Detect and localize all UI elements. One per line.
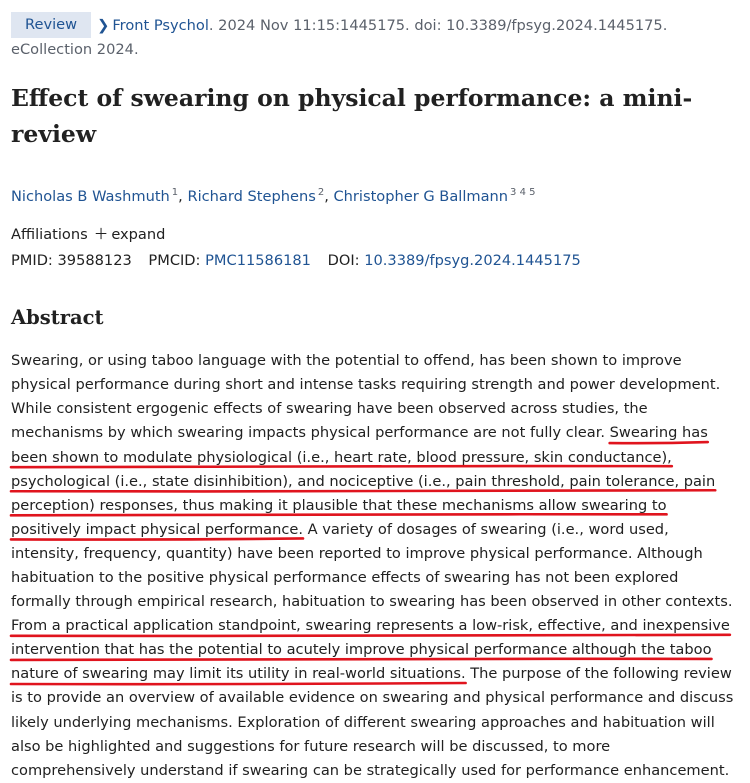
pmcid-link[interactable]: PMC11586181 — [205, 252, 311, 269]
author-link[interactable]: Nicholas B Washmuth 1 — [11, 187, 179, 205]
highlighted-passage: From a practical application standpoint,… — [11, 617, 730, 683]
abstract-heading: Abstract — [11, 306, 104, 329]
citation-text: . 2024 Nov 11:15:1445175. doi: 10.3389/f… — [208, 17, 668, 34]
highlighted-passage: Swearing has been shown to modulate phys… — [11, 424, 716, 538]
review-badge: Review — [11, 12, 92, 38]
affiliation-ref[interactable]: 3 4 5 — [510, 187, 536, 198]
citation-line: Review ❯ Front Psychol. 2024 Nov 11:15:144… — [11, 0, 739, 62]
affiliations-toggle[interactable]: Affiliations ＋ expand — [11, 224, 739, 246]
affiliation-ref[interactable]: 2 — [317, 187, 325, 198]
doi-link[interactable]: 10.3389/fpsyg.2024.1445175 — [364, 252, 581, 269]
plus-icon: ＋ — [93, 226, 109, 243]
affiliation-ref[interactable]: 1 — [171, 187, 179, 198]
author-link[interactable]: Christopher G Ballmann 3 4 5 — [333, 187, 536, 205]
identifiers: PMID: 39588123 PMCID: PMC11586181 DOI: 1… — [11, 252, 581, 269]
chevron-right-icon: ❯ — [97, 17, 110, 34]
affiliations-label: Affiliations — [11, 226, 88, 243]
expand-label: expand — [111, 226, 166, 243]
journal-link[interactable]: Front Psychol — [112, 17, 209, 34]
pmid-value: 39588123 — [57, 252, 132, 269]
author-list: Nicholas B Washmuth 1, Richard Stephens 2,… — [11, 187, 536, 205]
article-title: Effect of swearing on physical performan… — [11, 84, 693, 148]
author-link[interactable]: Richard Stephens 2 — [187, 187, 325, 205]
abstract-text: Swearing, or using taboo language with t… — [11, 352, 734, 779]
ecollection-text: eCollection 2024. — [11, 41, 139, 58]
